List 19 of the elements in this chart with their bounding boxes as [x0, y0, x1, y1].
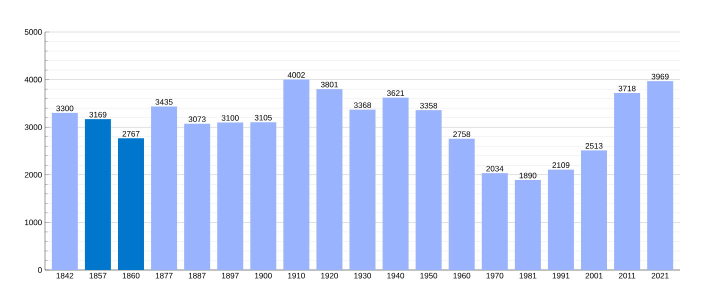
bar: [614, 93, 640, 270]
bar: [482, 173, 508, 270]
bar: [184, 124, 210, 270]
bar: [84, 119, 111, 270]
bar: [118, 138, 144, 270]
bar: [250, 122, 276, 270]
bar: [581, 150, 608, 270]
bar: [548, 170, 574, 270]
bar: [448, 138, 475, 270]
bar: [151, 106, 178, 270]
bar: [52, 112, 78, 270]
bar: [316, 89, 342, 270]
bar: [514, 180, 541, 270]
bar: [382, 98, 409, 270]
bar: [217, 122, 244, 270]
bar: [647, 81, 674, 270]
bar: [416, 110, 442, 270]
bar: [350, 110, 376, 270]
bar: [283, 80, 310, 270]
